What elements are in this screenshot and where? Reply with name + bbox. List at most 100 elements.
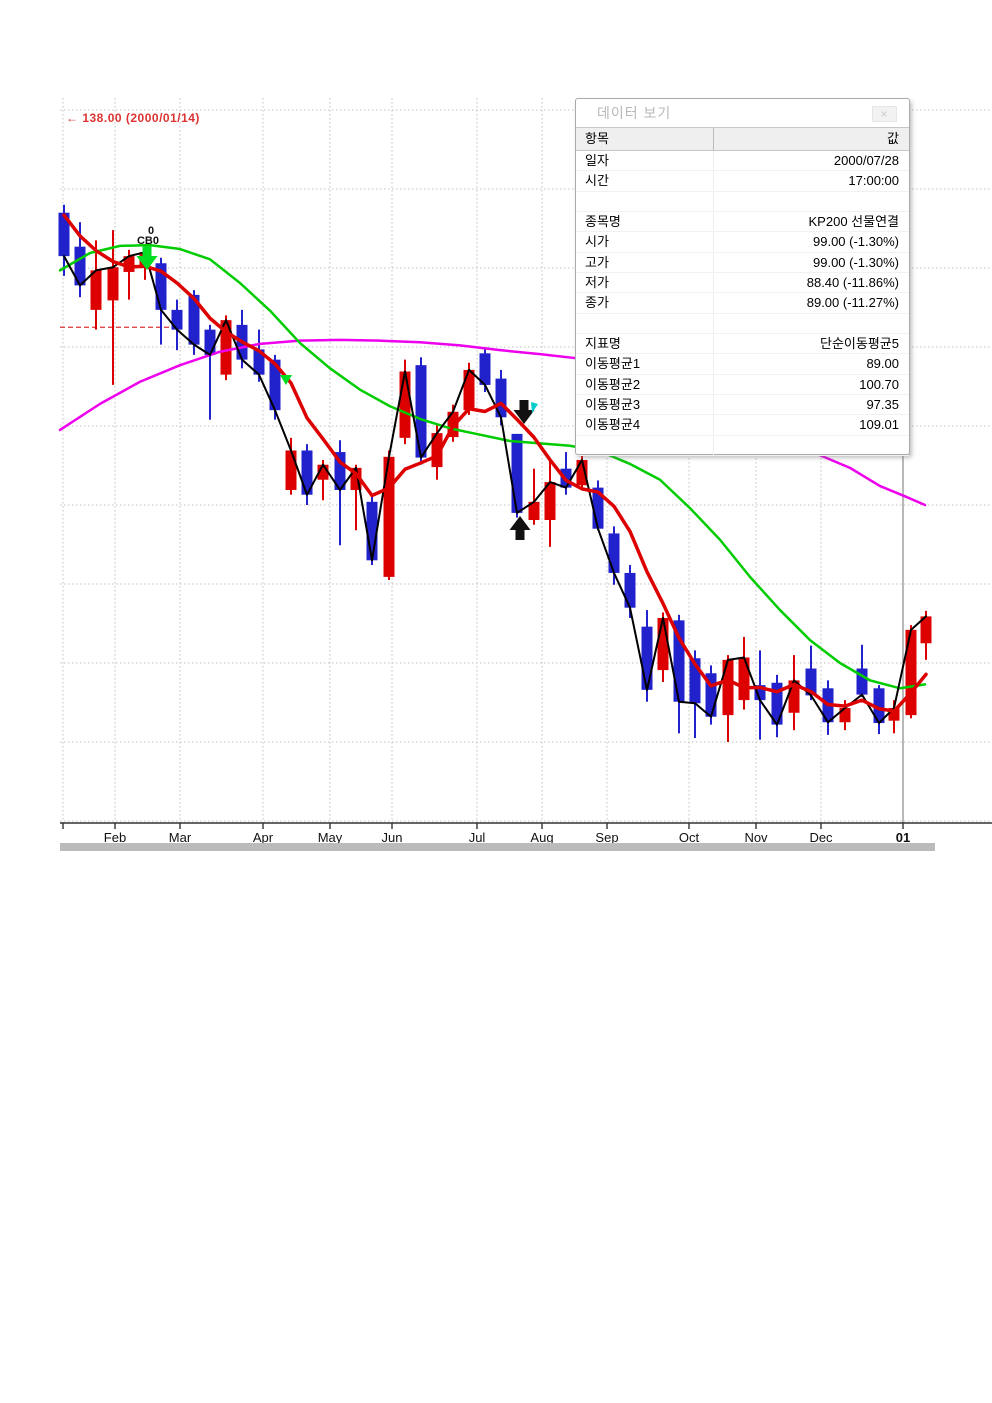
row-label: 이동평균2: [576, 374, 714, 394]
ma-slow-line: [58, 338, 927, 507]
candle-up: [888, 708, 900, 721]
candle-down: [856, 668, 868, 695]
row-label: [576, 191, 714, 211]
popup-titlebar[interactable]: 데이터 보기 ×: [576, 99, 909, 127]
table-row: [576, 191, 909, 212]
candle-down: [771, 682, 783, 725]
candle-down: [689, 658, 701, 704]
candle-down: [673, 620, 685, 702]
row-label: 종목명: [576, 211, 714, 232]
candle-down: [592, 487, 604, 529]
candle-up: [383, 456, 395, 577]
signal-label-0: 0: [148, 225, 154, 237]
row-value: 99.00 (-1.30%): [813, 234, 899, 250]
candle-up: [220, 320, 232, 375]
axis-month-label: Jun: [382, 830, 403, 845]
row-label: 고가: [576, 252, 714, 272]
close-icon[interactable]: ×: [872, 106, 897, 122]
candle-down: [641, 626, 653, 690]
up-arrow-icon: [509, 516, 531, 540]
row-value: 88.40 (-11.86%): [806, 274, 899, 290]
candle-down: [705, 673, 717, 717]
candle-up: [576, 459, 588, 486]
ma-mid-line: [58, 243, 927, 690]
candle-down: [479, 353, 491, 385]
row-value: 89.00: [866, 356, 899, 372]
axis-month-label: Nov: [744, 830, 768, 845]
down-arrow-icon: [513, 400, 535, 424]
candle-down: [155, 263, 167, 310]
candle-down: [269, 359, 281, 411]
mini-green-triangle-icon: [280, 375, 292, 385]
row-label: 이동평균4: [576, 415, 714, 435]
candle-down: [334, 452, 346, 490]
axis-month-label: Feb: [104, 830, 126, 845]
candles: [58, 204, 932, 742]
cyan-tick-icon: [531, 402, 538, 413]
row-value: [714, 314, 909, 333]
down-arrow-icon: [136, 246, 158, 270]
high-price-label: ← 138.00 (2000/01/14): [66, 111, 200, 125]
candle-up: [399, 371, 411, 438]
table-row: 이동평균1 89.00: [576, 354, 909, 375]
row-label: 이동평균3: [576, 394, 714, 415]
candle-up: [107, 267, 119, 301]
candle-down: [415, 365, 427, 458]
axis-month-label: Aug: [530, 830, 553, 845]
table-row: 이동평균4 109.01: [576, 415, 909, 436]
popup-title: 데이터 보기: [597, 105, 672, 121]
axis-month-label: Oct: [679, 830, 700, 845]
candle-down: [74, 246, 86, 286]
candle-down: [805, 668, 817, 696]
axis-month-label: Apr: [253, 830, 274, 845]
scrollbar-track[interactable]: [60, 843, 935, 851]
row-value: 99.00 (-1.30%): [813, 254, 899, 270]
candle-down: [873, 688, 885, 724]
candle-up: [90, 270, 102, 310]
candle-down: [608, 533, 620, 573]
row-value: [714, 436, 909, 455]
axis-month-label: Sep: [595, 830, 618, 845]
candle-up: [528, 501, 540, 521]
axis-month-label: Jul: [469, 830, 486, 845]
axis-month-label: 01: [896, 830, 910, 845]
row-label: 일자: [576, 151, 714, 171]
candle-up: [788, 680, 800, 713]
row-label: 종가: [576, 293, 714, 313]
candle-down: [188, 294, 200, 345]
axis-month-label: May: [318, 830, 343, 845]
candle-up: [463, 369, 475, 411]
table-row: 종목명 KP200 선물연결: [576, 211, 909, 233]
data-view-popup: 데이터 보기 × 항목 값 일자 2000/07/28 시간 17:00:00 종목…: [575, 98, 910, 456]
candle-up: [123, 256, 135, 272]
table-row: [576, 435, 909, 456]
table-row: 이동평균3 97.35: [576, 394, 909, 416]
popup-table-header: 항목 값: [576, 127, 909, 151]
candle-up: [544, 482, 556, 521]
candle-down: [754, 685, 766, 701]
candle-down: [624, 572, 636, 608]
candle-up: [839, 708, 851, 723]
candle-up: [431, 433, 443, 468]
table-row: 지표명 단순이동평균5: [576, 333, 909, 355]
candle-up: [285, 450, 297, 490]
row-value: KP200 선물연결: [808, 213, 899, 229]
chart-scrollbar[interactable]: [60, 843, 935, 851]
table-row: 저가 88.40 (-11.86%): [576, 272, 909, 294]
candle-down: [301, 450, 313, 495]
candle-down: [171, 309, 183, 330]
signal-label-cb0: CB0: [137, 235, 159, 247]
candle-up: [350, 467, 362, 490]
candle-up: [657, 617, 669, 671]
column-header-item: 항목: [576, 128, 714, 150]
table-row: 일자 2000/07/28: [576, 151, 909, 172]
table-row: 이동평균2 100.70: [576, 374, 909, 395]
row-label: 시간: [576, 171, 714, 191]
table-row: 시가 99.00 (-1.30%): [576, 232, 909, 253]
row-label: 저가: [576, 272, 714, 293]
row-value: 89.00 (-11.27%): [806, 295, 899, 311]
row-value: 2000/07/28: [833, 153, 899, 168]
